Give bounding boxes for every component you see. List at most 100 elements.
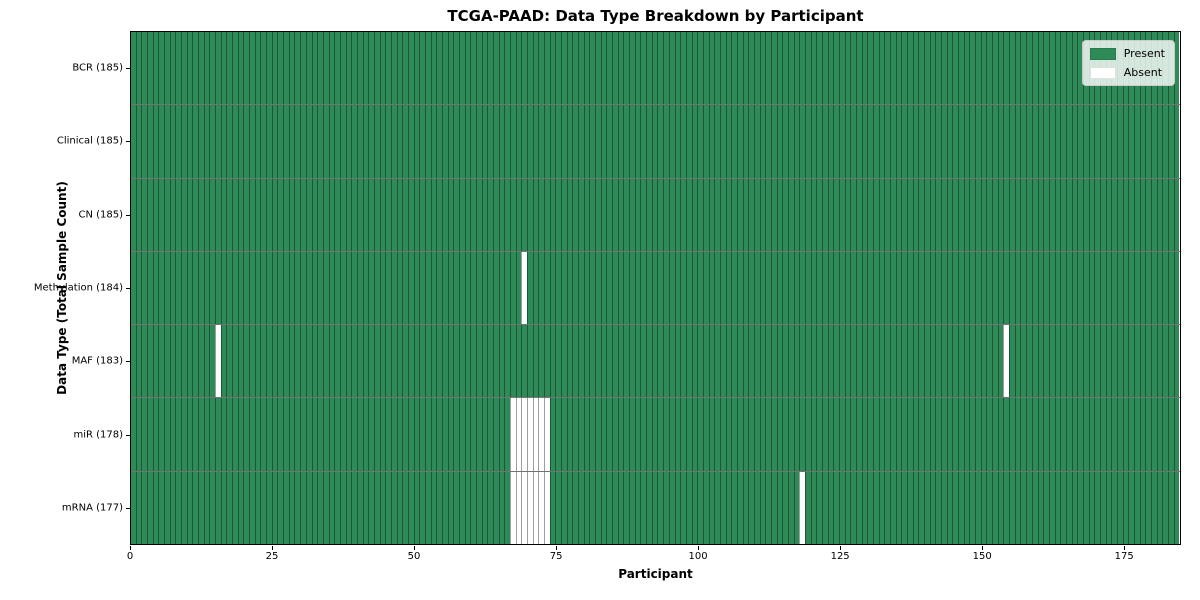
heatmap-cell [407,471,414,544]
heatmap-cell [1020,178,1027,251]
heatmap-cell [793,32,800,105]
heatmap-cell [260,178,267,251]
heatmap-cell [640,398,647,471]
heatmap-cell [725,32,732,105]
heatmap-cell [691,178,698,251]
heatmap-cell [447,398,454,471]
heatmap-cell [1133,105,1140,178]
heatmap-cell [776,398,783,471]
heatmap-cell [572,178,579,251]
heatmap-cell [317,251,323,325]
heatmap-cell [181,398,187,471]
heatmap-cell [345,398,352,471]
heatmap-cell [186,32,193,105]
heatmap-cell [958,398,964,471]
heatmap-cell [260,398,267,471]
heatmap-cell [215,32,221,105]
heatmap-cell [271,32,278,105]
heatmap-cell [1082,178,1089,251]
heatmap-cell [651,471,658,544]
heatmap-cell [356,105,363,178]
heatmap-cell [305,471,312,544]
heatmap-cell [963,178,970,251]
heatmap-cell [804,325,811,398]
heatmap-cell [407,325,414,398]
heatmap-cell [504,32,511,105]
heatmap-cell [986,32,993,105]
heatmap-cell [810,471,817,544]
heatmap-cell [271,325,278,398]
heatmap-cell [237,178,244,251]
heatmap-cell [1099,105,1106,178]
heatmap-cell [549,325,556,398]
heatmap-cell [770,251,777,325]
x-tick-mark [982,546,984,550]
heatmap-cell [1043,325,1049,398]
heatmap-cell [799,325,805,398]
heatmap-cell [322,105,329,178]
heatmap-cell [634,251,641,325]
heatmap-cell [1162,471,1168,544]
heatmap-cell [629,398,635,471]
heatmap-cell [958,471,964,544]
heatmap-cell [827,32,834,105]
heatmap-cell [975,325,981,398]
heatmap-cell [918,32,925,105]
heatmap-cell [1048,251,1055,325]
heatmap-cell [924,105,930,178]
heatmap-cell [793,471,800,544]
heatmap-cell [232,251,238,325]
heatmap-cell [844,251,851,325]
heatmap-cell [368,32,374,105]
heatmap-cell [867,398,874,471]
heatmap-cell [147,32,153,105]
heatmap-cell [464,471,471,544]
heatmap-cell [646,32,652,105]
heatmap-cell [555,398,562,471]
heatmap-cell [209,398,216,471]
heatmap-cell [702,398,709,471]
heatmap-cell [992,178,998,251]
heatmap-cell [504,251,511,325]
heatmap-cell [589,32,596,105]
heatmap-cell [946,398,953,471]
heatmap-cell [1167,105,1174,178]
heatmap-cell [1173,398,1180,471]
heatmap-cell [1077,251,1083,325]
heatmap-cell [600,471,607,544]
heatmap-cell [782,105,788,178]
heatmap-cell [890,325,896,398]
heatmap-cell [544,251,550,325]
heatmap-cell [878,105,885,178]
heatmap-cell [566,105,573,178]
heatmap-cell [521,325,528,398]
heatmap-cell [260,471,267,544]
heatmap-cell [736,105,743,178]
heatmap-cell [1099,325,1106,398]
heatmap-cell [770,105,777,178]
heatmap-cell [1077,178,1083,251]
heatmap-cell [668,251,675,325]
heatmap-cell [600,105,607,178]
heatmap-cell [895,32,902,105]
heatmap-cell [283,251,289,325]
legend-entry-present: Present [1089,47,1165,60]
heatmap-cell [918,398,925,471]
heatmap-cell [1173,325,1180,398]
heatmap-cell [470,32,476,105]
heatmap-cell [1094,251,1100,325]
heatmap-cell [373,471,380,544]
y-tick-mark [126,214,130,216]
heatmap-cell [895,398,902,471]
heatmap-cell [629,105,635,178]
heatmap-cell [430,398,437,471]
heatmap-cell [396,398,403,471]
y-tick-label-Methylation: Methylation (184) [33,282,123,294]
heatmap-cell [918,471,925,544]
heatmap-cell [691,251,698,325]
heatmap-cell [1060,471,1066,544]
heatmap-cell [407,398,414,471]
heatmap-cell [351,32,357,105]
heatmap-cell [532,105,539,178]
heatmap-cell [266,105,272,178]
